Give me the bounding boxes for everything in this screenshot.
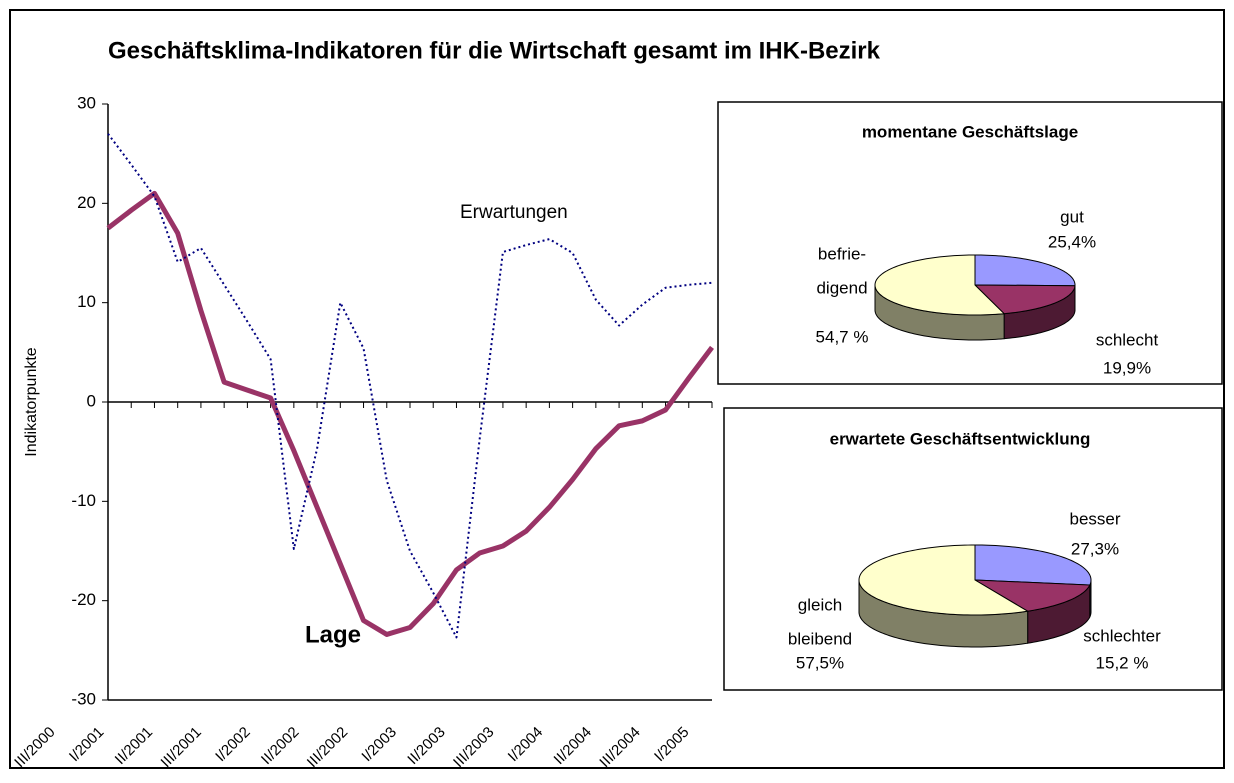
x-tick-label: II/2004: [551, 724, 595, 768]
line-series: [108, 134, 712, 638]
chart-title: Geschäftsklima-Indikatoren für die Wirts…: [108, 37, 881, 64]
x-tick-label: II/2001: [112, 724, 156, 768]
x-tick-label: I/2002: [212, 724, 254, 766]
value-label: 54,7 %: [816, 327, 869, 346]
x-tick-label: III/2000: [11, 724, 58, 771]
slice-label: bleibend: [788, 629, 852, 648]
value-label: 27,3%: [1071, 539, 1119, 558]
slice-label: besser: [1069, 509, 1120, 528]
slice-label: schlechter: [1083, 626, 1161, 645]
y-tick-label: 30: [77, 93, 96, 112]
pie-slice: [975, 255, 1075, 286]
value-label: 19,9%: [1103, 358, 1151, 377]
slice-label: befrie-: [818, 244, 866, 263]
y-axis-label: Indikatorpunkte: [23, 347, 40, 457]
x-tick-label: I/2004: [505, 724, 547, 766]
x-tick-label: III/2002: [304, 724, 351, 771]
x-tick-label: I/2005: [651, 724, 693, 766]
series-label: Lage: [305, 621, 361, 648]
value-label: 57,5%: [796, 653, 844, 672]
y-tick-label: -20: [71, 590, 96, 609]
series-label: Erwartungen: [460, 202, 568, 223]
x-tick-label: I/2001: [66, 724, 108, 766]
pie-title: momentane Geschäftslage: [862, 122, 1078, 141]
x-tick-label: II/2003: [404, 724, 448, 768]
slice-label: gut: [1060, 207, 1084, 226]
x-tick-label: III/2001: [158, 724, 205, 771]
slice-label: digend: [816, 278, 867, 297]
x-tick-label: II/2002: [258, 724, 302, 768]
y-tick-label: 10: [77, 292, 96, 311]
slice-label: schlecht: [1096, 330, 1159, 349]
line-series: [108, 193, 712, 634]
x-tick-label: III/2003: [450, 724, 497, 771]
y-tick-label: 20: [77, 193, 96, 212]
x-tick-label: III/2004: [596, 724, 643, 771]
x-tick-label: I/2003: [358, 724, 400, 766]
value-label: 15,2 %: [1096, 653, 1149, 672]
y-tick-label: -10: [71, 491, 96, 510]
pie-title: erwartete Geschäftsentwicklung: [830, 429, 1091, 448]
y-tick-label: -30: [71, 689, 96, 708]
slice-label: gleich: [798, 595, 842, 614]
y-tick-label: 0: [87, 391, 96, 410]
value-label: 25,4%: [1048, 232, 1096, 251]
